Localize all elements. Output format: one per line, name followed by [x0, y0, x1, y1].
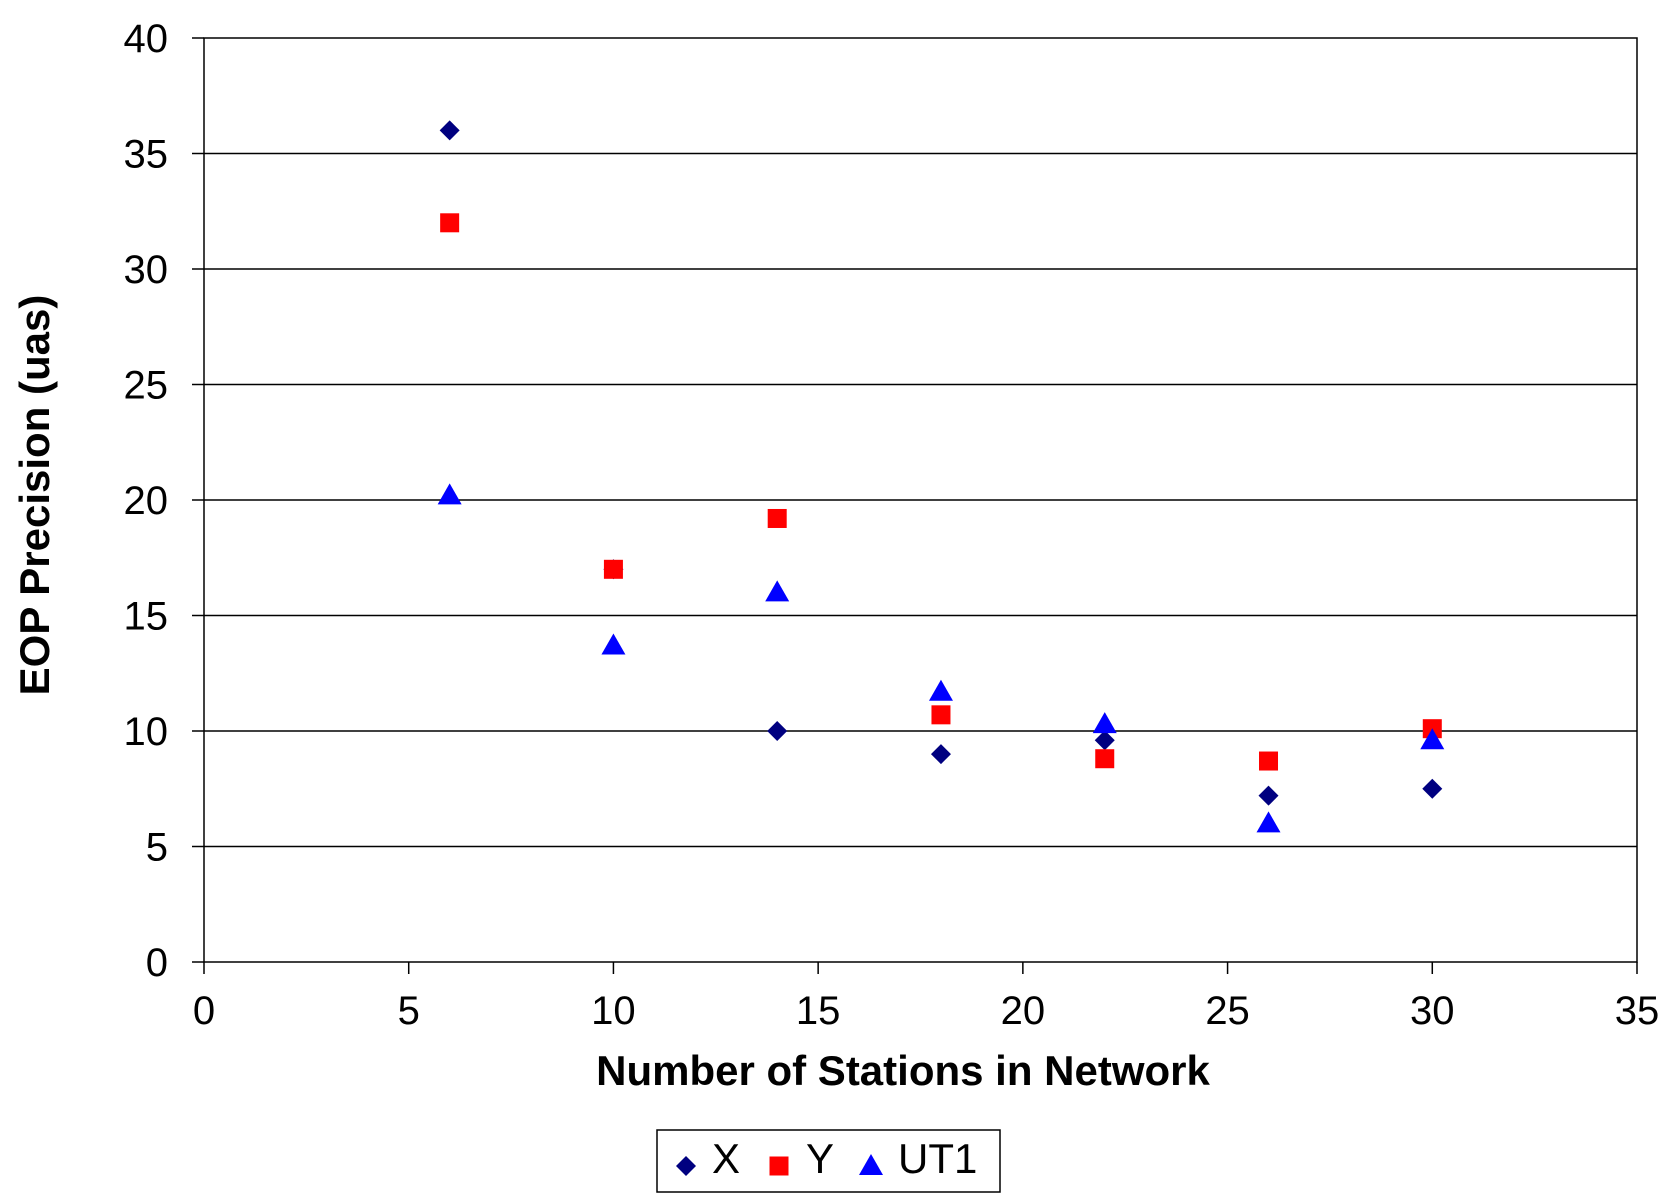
x-tick-label-30: 30	[1410, 989, 1455, 1033]
data-points	[437, 120, 1445, 833]
x-tick-label-5: 5	[398, 989, 420, 1033]
legend-marker-y	[769, 1156, 789, 1176]
legend: X Y UT1	[656, 1129, 1001, 1193]
point-ut1-26	[1256, 811, 1281, 833]
series-ut1	[437, 483, 1445, 833]
legend-marker-ut1	[859, 1154, 883, 1175]
x-tick-label-25: 25	[1205, 989, 1250, 1033]
y-tick-label-15: 15	[124, 595, 169, 639]
legend-box	[656, 1129, 1001, 1193]
point-x-6	[439, 120, 460, 141]
point-ut1-10	[601, 633, 626, 655]
point-x-26	[1258, 785, 1279, 806]
axes	[192, 37, 1638, 974]
point-y-22	[1095, 749, 1115, 769]
legend-label-x: X	[712, 1135, 740, 1182]
legend-label-y: Y	[806, 1135, 834, 1182]
tick-labels: 0 5 10 15 20 25 30 35 40 0 5 10 15 20 25 30 35	[124, 17, 1660, 1033]
series-y	[440, 213, 1442, 771]
point-ut1-6	[437, 483, 462, 505]
grid-lines	[204, 152, 1637, 848]
point-y-26	[1259, 751, 1279, 771]
point-ut1-22	[1092, 712, 1117, 734]
y-tick-label-10: 10	[124, 710, 169, 754]
x-tick-label-20: 20	[1001, 989, 1046, 1033]
y-tick-label-40: 40	[124, 17, 169, 61]
point-x-14	[767, 721, 788, 741]
y-tick-label-5: 5	[146, 826, 168, 870]
x-tick-label-10: 10	[591, 989, 636, 1033]
y-tick-label-20: 20	[124, 479, 169, 523]
y-tick-label-25: 25	[124, 364, 169, 408]
series-x	[439, 120, 1443, 806]
point-ut1-18	[928, 679, 953, 701]
legend-label-ut1: UT1	[898, 1135, 977, 1182]
point-y-6	[440, 213, 460, 233]
y-tick-label-0: 0	[146, 941, 168, 985]
point-x-22	[1094, 730, 1115, 751]
point-y-10	[603, 559, 623, 579]
point-y-18	[931, 705, 951, 725]
y-axis-title: EOP Precision (uas)	[11, 295, 58, 696]
point-x-18	[930, 744, 951, 765]
point-x-30	[1422, 778, 1443, 799]
x-tick-label-0: 0	[193, 989, 215, 1033]
x-tick-label-15: 15	[796, 989, 841, 1033]
point-y-14	[767, 508, 787, 528]
x-axis-title: Number of Stations in Network	[596, 1047, 1210, 1094]
y-tick-label-30: 30	[124, 248, 169, 292]
point-ut1-14	[765, 580, 790, 602]
y-tick-label-35: 35	[124, 133, 169, 177]
point-ut1-30	[1420, 728, 1445, 750]
x-tick-label-35: 35	[1615, 989, 1660, 1033]
legend-marker-x	[676, 1156, 696, 1176]
